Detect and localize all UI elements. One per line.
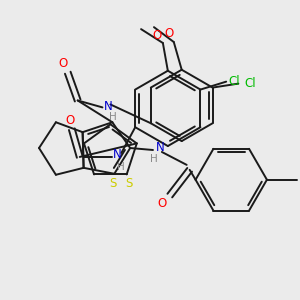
Text: S: S: [110, 177, 117, 190]
Text: O: O: [152, 28, 162, 42]
Text: Cl: Cl: [228, 75, 240, 88]
Text: Cl: Cl: [244, 77, 256, 90]
Text: H: H: [150, 154, 158, 164]
Text: O: O: [58, 57, 68, 70]
Text: N: N: [104, 100, 113, 113]
Text: H: H: [110, 112, 117, 122]
Text: O: O: [164, 27, 173, 40]
Text: S: S: [125, 177, 132, 190]
Text: H: H: [118, 162, 125, 172]
Text: O: O: [157, 197, 167, 210]
Text: O: O: [65, 114, 74, 127]
Text: N: N: [155, 140, 164, 154]
Text: N: N: [113, 148, 122, 161]
